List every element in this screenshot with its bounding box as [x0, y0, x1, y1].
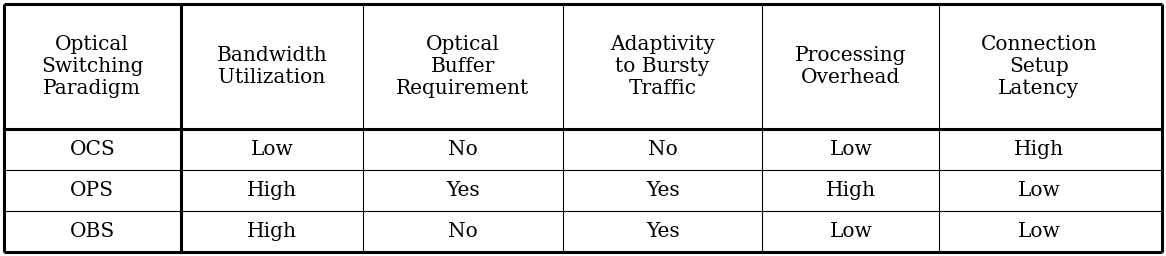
- Text: Yes: Yes: [447, 181, 479, 200]
- Text: OPS: OPS: [70, 181, 114, 200]
- Text: Low: Low: [251, 140, 293, 159]
- Text: Yes: Yes: [646, 222, 680, 241]
- Text: Bandwidth
Utilization: Bandwidth Utilization: [217, 46, 328, 87]
- Text: No: No: [648, 140, 677, 159]
- Text: Adaptivity
to Bursty
Traffic: Adaptivity to Bursty Traffic: [610, 35, 715, 98]
- Text: Yes: Yes: [646, 181, 680, 200]
- Text: High: High: [247, 181, 297, 200]
- Text: Low: Low: [1018, 222, 1060, 241]
- Text: High: High: [247, 222, 297, 241]
- Text: High: High: [826, 181, 876, 200]
- Text: High: High: [1014, 140, 1063, 159]
- Text: Low: Low: [1018, 181, 1060, 200]
- Text: Connection
Setup
Latency: Connection Setup Latency: [981, 35, 1097, 98]
- Text: Processing
Overhead: Processing Overhead: [795, 46, 906, 87]
- Text: No: No: [448, 140, 478, 159]
- Text: OCS: OCS: [70, 140, 115, 159]
- Text: Low: Low: [829, 222, 872, 241]
- Text: Low: Low: [829, 140, 872, 159]
- Text: OBS: OBS: [70, 222, 115, 241]
- Text: No: No: [448, 222, 478, 241]
- Text: Optical
Buffer
Requirement: Optical Buffer Requirement: [396, 35, 529, 98]
- Text: Optical
Switching
Paradigm: Optical Switching Paradigm: [41, 35, 143, 98]
